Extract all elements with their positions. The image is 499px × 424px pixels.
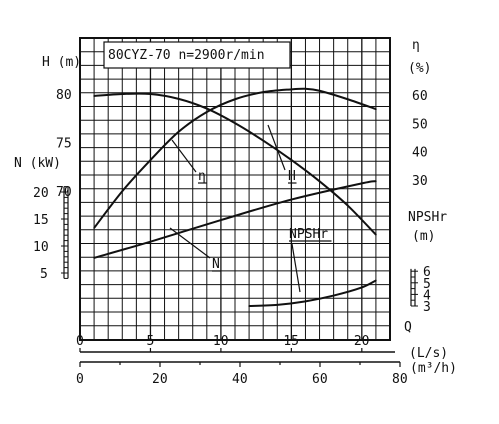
curve-label-leader: [169, 227, 211, 259]
npshr-tick-label: 3: [423, 300, 431, 315]
n-tick-label: 5: [40, 267, 48, 282]
series-point-n: [220, 219, 222, 221]
x-primary-tick-label: 15: [283, 334, 299, 349]
series-point-n: [361, 182, 363, 185]
curve-label-leader: [171, 139, 197, 173]
series-point-h: [290, 159, 293, 161]
series-point-h: [262, 139, 264, 142]
series-point-h: [206, 107, 208, 110]
series-point-npshr: [276, 304, 279, 306]
x-primary-tick-label: 20: [354, 334, 370, 349]
series-point-eta: [121, 190, 124, 193]
npshr-axis-label: NPSHr: [408, 210, 447, 225]
npshr-tick-label: 6: [423, 265, 431, 280]
eta-tick-label: 30: [412, 174, 428, 189]
series-point-h: [234, 122, 236, 124]
series-point-eta: [304, 87, 307, 90]
eta-tick-label: 60: [412, 89, 428, 104]
chart-title: 80CYZ-70 n=2900r/min: [108, 48, 265, 63]
x-axis-label: Q: [404, 320, 412, 335]
series-layer: [93, 87, 377, 307]
eta-tick-label: 50: [412, 117, 428, 132]
n-axis-label: N (kW): [14, 156, 61, 171]
curve-label-n: N: [212, 257, 220, 272]
series-point-eta: [206, 111, 208, 113]
npshr-tick-label: 5: [423, 277, 431, 292]
series-point-n: [149, 240, 152, 243]
curve-label-leader: [291, 243, 301, 293]
series-point-npshr: [332, 294, 335, 297]
curve-label-eta: η: [198, 169, 206, 184]
series-point-eta: [149, 159, 152, 161]
series-point-h: [346, 204, 349, 207]
series-point-eta: [346, 98, 349, 101]
series-point-npshr: [361, 286, 363, 289]
series-point-eta: [177, 130, 180, 133]
x-primary-unit: (L/s): [409, 346, 448, 361]
series-point-npshr: [304, 300, 307, 303]
n-tick-label: 10: [33, 240, 49, 255]
series-point-h: [149, 93, 152, 95]
axes-layer: H (m)707580N (kW)5101520η(%)30405060NPSH…: [14, 38, 457, 387]
series-line-npshr: [249, 279, 377, 307]
series-point-eta: [262, 91, 264, 93]
series-point-n: [290, 198, 293, 201]
series-point-npshr: [248, 305, 250, 307]
series-line-eta: [93, 87, 377, 229]
x-secondary-unit: (m³/h): [410, 361, 457, 376]
npshr-axis-unit: (m): [412, 229, 435, 244]
x-secondary-tick-label: 20: [152, 372, 168, 387]
series-point-h: [177, 98, 180, 100]
series-point-eta: [318, 89, 321, 92]
series-point-h: [375, 233, 377, 236]
h-tick-label: 75: [56, 137, 72, 152]
plot-frame: [79, 37, 391, 341]
series-point-h: [121, 93, 124, 95]
eta-axis-unit: (%): [408, 61, 431, 76]
x-secondary-tick-label: 60: [312, 372, 328, 387]
series-point-h: [93, 95, 95, 97]
x-primary-tick-label: 10: [213, 334, 229, 349]
h-tick-label: 80: [56, 88, 72, 103]
labels-layer: Hη N NPSHr: [169, 124, 332, 293]
series-point-eta: [375, 108, 377, 110]
x-secondary-tick-label: 80: [392, 372, 408, 387]
x-primary-tick-label: 5: [146, 334, 154, 349]
curve-label-h: H: [288, 169, 296, 184]
x-secondary-tick-label: 40: [232, 372, 248, 387]
series-point-eta: [290, 88, 293, 91]
series-point-n: [375, 180, 377, 182]
series-point-eta: [234, 98, 236, 101]
npshr-tick-label: 4: [423, 288, 431, 303]
n-tick-label: 15: [33, 213, 49, 228]
x-secondary-tick-label: 0: [76, 372, 84, 387]
series-point-npshr: [375, 279, 377, 282]
n-tick-label: 20: [33, 186, 49, 201]
title-box: [103, 41, 291, 69]
series-point-h: [318, 180, 321, 183]
curve-label-leader: [267, 124, 286, 171]
x-primary-tick-label: 0: [76, 334, 84, 349]
h-axis-label: H (m): [42, 55, 81, 70]
curve-label-npshr: NPSHr: [289, 227, 328, 242]
series-point-eta: [93, 227, 95, 229]
eta-tick-label: 40: [412, 146, 428, 161]
eta-axis-label: η: [412, 38, 420, 53]
series-point-n: [93, 257, 95, 259]
series-line-n: [93, 180, 377, 259]
